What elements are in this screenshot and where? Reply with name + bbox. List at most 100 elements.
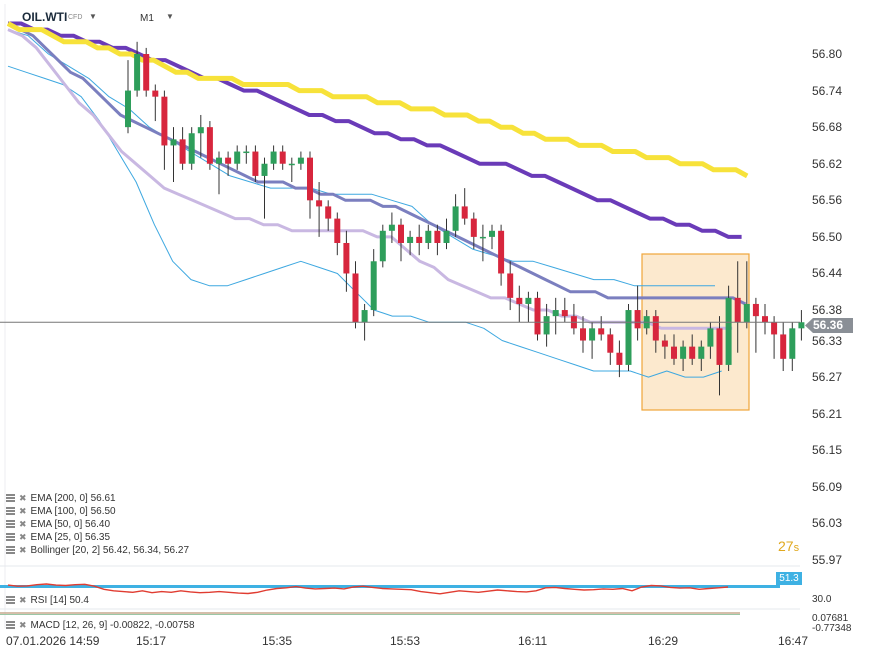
candle-body xyxy=(671,346,677,359)
candle-body xyxy=(771,322,778,335)
ema-25-line xyxy=(7,28,733,330)
grid-lines xyxy=(0,4,800,628)
price-tick-label: 56.74 xyxy=(812,83,843,98)
candle-body xyxy=(470,218,477,237)
close-icon[interactable]: ✖ xyxy=(19,619,27,630)
candle-body xyxy=(225,157,232,164)
price-tick-label: 56.44 xyxy=(812,266,843,281)
candle-body xyxy=(416,236,423,243)
candle-body xyxy=(525,297,532,304)
ema-100-line xyxy=(8,21,742,239)
candle-body xyxy=(561,310,568,317)
symbol-dropdown-icon[interactable]: ▼ xyxy=(89,12,97,21)
candle-body xyxy=(270,151,277,164)
candle-body xyxy=(762,316,768,323)
close-icon[interactable]: ✖ xyxy=(19,594,27,605)
candle-body xyxy=(170,139,177,146)
ema-200-line xyxy=(6,21,749,179)
drag-handle-icon[interactable] xyxy=(6,520,15,528)
close-icon[interactable]: ✖ xyxy=(19,544,27,555)
close-icon[interactable]: ✖ xyxy=(19,518,27,529)
candle-body xyxy=(279,151,286,164)
candle-body xyxy=(798,322,805,329)
candle-body xyxy=(206,127,213,164)
candle-body xyxy=(534,297,541,335)
rsi-label: RSI [14] 50.4 xyxy=(30,594,89,606)
rsi-line xyxy=(7,583,729,595)
drag-handle-icon[interactable] xyxy=(6,494,15,502)
rsi-level-label: 30.0 xyxy=(812,594,832,605)
time-tick-label: 15:35 xyxy=(262,634,293,648)
indicator-label: EMA [200, 0] 56.61 xyxy=(30,492,116,504)
rsi-legend: ✖ RSI [14] 50.4 xyxy=(6,594,89,606)
candle-body xyxy=(425,230,432,243)
candle-body xyxy=(461,206,468,219)
price-tick-label: 55.97 xyxy=(812,553,843,567)
drag-handle-icon[interactable] xyxy=(6,596,15,604)
price-tick-label: 56.56 xyxy=(812,193,843,208)
indicator-label: EMA [25, 0] 56.35 xyxy=(30,531,111,543)
indicator-label: EMA [100, 0] 56.50 xyxy=(30,505,116,517)
candle-body xyxy=(261,163,268,176)
price-tick-label: 56.80 xyxy=(812,47,843,61)
candle-body xyxy=(607,334,614,353)
candle-body xyxy=(443,230,450,243)
price-tick-label: 56.21 xyxy=(812,406,843,421)
candle-body xyxy=(288,163,295,166)
bollinger-upper-line xyxy=(7,29,715,287)
candle-body xyxy=(143,54,150,91)
candle-body xyxy=(661,340,668,347)
candle-body xyxy=(625,310,632,365)
candle-body xyxy=(789,328,796,359)
indicator-row: ✖ Bollinger [20, 2] 56.42, 56.34, 56.27 xyxy=(6,544,189,556)
candle-body xyxy=(379,230,386,262)
rsi-value-tag: 51.3 xyxy=(776,572,802,585)
price-tick-label: 56.09 xyxy=(812,479,843,494)
price-tick-label: 56.38 xyxy=(812,303,843,318)
price-tick-label: 56.27 xyxy=(812,370,843,385)
candle-body xyxy=(216,157,222,164)
candle-body xyxy=(479,236,486,239)
bollinger-lower-line xyxy=(7,65,722,378)
candle-body xyxy=(589,328,596,341)
close-icon[interactable]: ✖ xyxy=(19,492,27,503)
close-icon[interactable]: ✖ xyxy=(19,505,27,516)
candle-body xyxy=(734,297,741,323)
candle-body xyxy=(680,346,687,359)
price-tick-label: 56.33 xyxy=(812,333,843,348)
candle-countdown: 27s xyxy=(778,538,800,554)
candle-body xyxy=(125,90,131,128)
time-tick-label: 16:29 xyxy=(648,634,679,648)
candle-body xyxy=(652,316,659,341)
candle-body xyxy=(452,206,459,231)
candle-body xyxy=(689,346,696,359)
candle-body xyxy=(498,230,505,274)
candle-body xyxy=(316,200,323,207)
candle-body xyxy=(179,139,186,164)
symbol-label[interactable]: OIL.WTI xyxy=(22,10,68,24)
drag-handle-icon[interactable] xyxy=(6,621,15,629)
candle-body xyxy=(361,310,368,323)
drag-handle-icon[interactable] xyxy=(6,546,15,554)
candle-body xyxy=(325,206,332,219)
time-tick-label: 07.01.2026 14:59 xyxy=(6,634,100,648)
candle-body xyxy=(552,310,559,317)
price-tick-label: 56.68 xyxy=(812,120,843,135)
macd-legend: ✖ MACD [12, 26, 9] -0.00822, -0.00758 xyxy=(6,619,195,631)
close-icon[interactable]: ✖ xyxy=(19,531,27,542)
candle-body xyxy=(725,297,732,365)
current-price-tag: 56.36 xyxy=(805,318,853,333)
time-tick-label: 16:47 xyxy=(778,634,809,648)
candle-body xyxy=(716,328,723,365)
drag-handle-icon[interactable] xyxy=(6,507,15,515)
candle-body xyxy=(398,224,404,243)
candle-body xyxy=(616,352,623,365)
candle-body xyxy=(634,310,641,329)
timeframe-dropdown-icon[interactable]: ▼ xyxy=(166,12,174,21)
drag-handle-icon[interactable] xyxy=(6,533,15,541)
macd-pane xyxy=(0,612,740,615)
instrument-type-label: CFD xyxy=(68,14,83,21)
timeframe-label[interactable]: M1 xyxy=(140,13,154,24)
